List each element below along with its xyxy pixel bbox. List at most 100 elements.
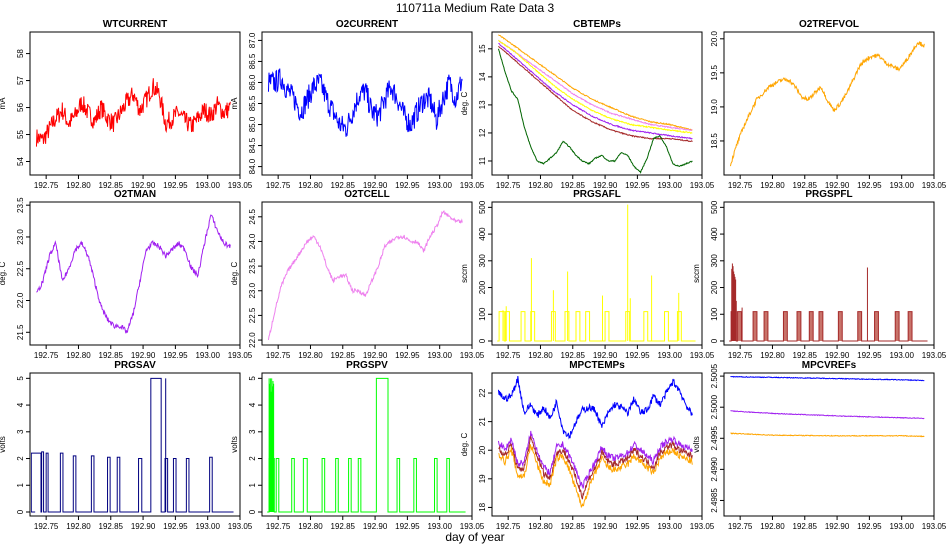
data-area <box>31 377 234 513</box>
x-tick-label: 192.75 <box>728 351 753 360</box>
y-tick-label: 0 <box>710 338 719 343</box>
x-tick-label: 192.85 <box>99 351 124 360</box>
x-tick-label: 193.05 <box>228 181 253 190</box>
x-tick-label: 192.75 <box>496 351 521 360</box>
x-tick-label: 192.80 <box>66 522 91 531</box>
x-tick-label: 192.95 <box>857 181 882 190</box>
pulse-fill <box>874 311 879 341</box>
data-area <box>497 376 693 508</box>
plot-frame <box>261 201 473 346</box>
x-tick-label: 192.95 <box>163 351 188 360</box>
y-tick-label: 85.5 <box>248 95 257 111</box>
y-tick-label: 200 <box>710 280 719 294</box>
series-line-O2TREFVOL <box>729 41 925 167</box>
series-line-blue <box>497 376 693 440</box>
y-tick-label: 12 <box>478 128 487 137</box>
y-tick-label: 54 <box>16 157 25 166</box>
panel-title: MPCTEMPs <box>569 360 625 371</box>
y-tick-label: 85.0 <box>248 116 257 132</box>
panel-cbtemps: CBTEMPs deg. C 192.75 192.80 192.85 192.90 192… <box>460 19 715 190</box>
y-axis-label: deg. C <box>460 91 469 115</box>
pulse-fill <box>818 311 823 341</box>
x-tick-label: 193.00 <box>889 522 914 531</box>
y-axis-label: deg. C <box>0 261 7 285</box>
y-tick-label: 11 <box>478 156 487 165</box>
x-tick-label: 193.05 <box>922 181 947 190</box>
panel-title: WTCURRENT <box>103 19 167 30</box>
series-line-O2TMAN <box>36 214 231 334</box>
y-tick-label: 86.0 <box>248 74 257 90</box>
y-tick-label: 15 <box>478 44 487 53</box>
x-tick-label: 192.80 <box>528 522 553 531</box>
series-line-orange <box>730 432 925 438</box>
panel-title: MPCVREFs <box>802 360 857 371</box>
data-area <box>730 375 925 438</box>
panel-title: O2TMAN <box>114 189 156 200</box>
series-pulses-PRGSPFL <box>729 311 928 342</box>
data-area <box>35 78 231 147</box>
x-tick-label: 192.90 <box>131 181 156 190</box>
y-tick-label: 500 <box>478 200 487 214</box>
panel-o2tcell: O2TCELL deg. C 192.75 192.80 192.85 192.90 192… <box>230 189 485 360</box>
y-tick-label: 300 <box>478 254 487 268</box>
x-tick-label: 193.05 <box>228 351 253 360</box>
series-line-WTCURRENT <box>35 78 231 147</box>
plot-frame <box>723 201 935 346</box>
x-tick-label: 193.00 <box>889 181 914 190</box>
x-tick-label: 192.85 <box>561 181 586 190</box>
y-tick-label: 0 <box>478 338 487 343</box>
y-tick-label: 3 <box>248 429 257 434</box>
x-tick-label: 192.75 <box>266 351 291 360</box>
panel-title: O2TCELL <box>344 189 390 200</box>
x-tick-label: 193.05 <box>690 351 715 360</box>
y-axis-label: sccm <box>692 264 701 283</box>
data-area <box>267 377 466 513</box>
x-tick-label: 192.90 <box>593 351 618 360</box>
x-tick-label: 192.95 <box>395 181 420 190</box>
x-tick-label: 192.80 <box>66 351 91 360</box>
series-line-brown <box>498 45 693 143</box>
x-tick-label: 193.05 <box>922 522 947 531</box>
series-line-darkgreen <box>497 48 693 174</box>
y-tick-label: 86.5 <box>248 53 257 69</box>
data-area <box>729 263 928 342</box>
x-tick-label: 193.00 <box>195 351 220 360</box>
y-tick-label: 2.5005 <box>710 363 719 388</box>
x-tick-label: 192.80 <box>760 351 785 360</box>
x-tick-label: 192.85 <box>99 181 124 190</box>
panel-o2current: O2CURRENT mA 192.75 192.80 192.85 192.90 192.9… <box>230 19 485 190</box>
y-tick-label: 300 <box>710 254 719 268</box>
x-tick-label: 192.85 <box>331 181 356 190</box>
plot-frame <box>491 372 703 517</box>
plot-frame <box>723 31 935 176</box>
y-tick-label: 18.5 <box>710 133 719 149</box>
y-tick-label: 24.5 <box>248 208 257 224</box>
pulse-fill <box>797 311 801 341</box>
y-tick-label: 14 <box>478 72 487 81</box>
panel-title: PRGSPV <box>346 360 388 371</box>
data-area <box>729 41 925 167</box>
y-tick-label: 1 <box>16 482 25 487</box>
series-line-violet <box>498 39 693 131</box>
y-tick-label: 4 <box>16 402 25 407</box>
series-line-purple <box>497 430 693 489</box>
y-tick-label: 58 <box>16 49 25 58</box>
y-tick-label: 22.0 <box>16 292 25 308</box>
panel-title: PRGSAV <box>114 360 156 371</box>
x-tick-label: 192.95 <box>857 351 882 360</box>
x-tick-label: 192.90 <box>131 351 156 360</box>
y-tick-label: 500 <box>710 200 719 214</box>
y-tick-label: 23.0 <box>248 282 257 298</box>
panel-title: O2CURRENT <box>336 19 398 30</box>
series-line-purple <box>498 42 693 140</box>
y-tick-label: 13 <box>478 100 487 109</box>
x-tick-label: 192.90 <box>825 181 850 190</box>
x-tick-label: 192.95 <box>857 522 882 531</box>
data-area <box>36 214 231 334</box>
y-axis-label: sccm <box>460 264 469 283</box>
x-tick-label: 192.75 <box>496 181 521 190</box>
y-tick-label: 2 <box>248 456 257 461</box>
x-tick-label: 193.05 <box>460 351 485 360</box>
y-tick-label: 19.5 <box>710 65 719 81</box>
